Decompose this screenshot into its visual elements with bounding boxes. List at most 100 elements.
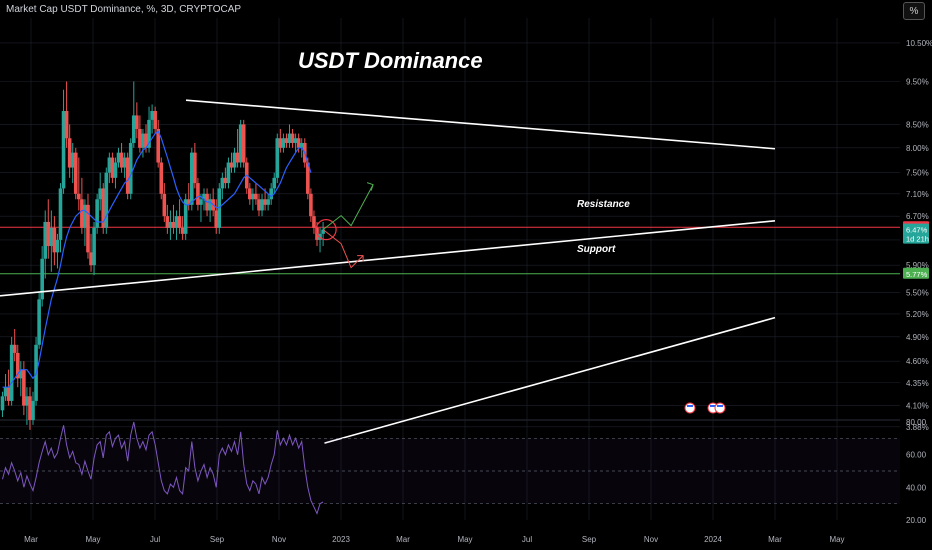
candle-body bbox=[101, 188, 106, 228]
candle-body bbox=[287, 133, 292, 143]
candle-body bbox=[113, 162, 118, 178]
candle-body bbox=[156, 128, 161, 163]
candle-body bbox=[196, 183, 200, 205]
candle-body bbox=[147, 119, 151, 148]
candle-body bbox=[321, 229, 325, 234]
candle-body bbox=[254, 193, 258, 200]
price-tick-label: 6.70% bbox=[906, 212, 929, 221]
price-tick-label: 9.50% bbox=[906, 77, 929, 86]
price-badge bbox=[903, 232, 929, 244]
candle-body bbox=[235, 152, 240, 163]
price-axis: 10.50%9.50%8.50%8.00%7.50%7.10%6.70%6.30… bbox=[903, 39, 932, 432]
candle-body bbox=[202, 193, 206, 200]
time-tick-label: Mar bbox=[24, 535, 38, 544]
time-tick-label: Mar bbox=[396, 535, 410, 544]
candle-body bbox=[189, 152, 194, 205]
candle-body bbox=[299, 142, 304, 148]
candle-body bbox=[86, 204, 90, 253]
candle-body bbox=[293, 138, 298, 143]
candle-body bbox=[95, 199, 99, 228]
candle-body bbox=[3, 387, 8, 397]
candle-body bbox=[257, 199, 261, 211]
price-tick-label: 4.10% bbox=[906, 402, 929, 411]
rsi-tick-label: 20.00 bbox=[906, 516, 927, 525]
bullish-arrowhead bbox=[366, 182, 374, 191]
rsi-tick-label: 80.00 bbox=[906, 418, 927, 427]
price-tick-label: 5.20% bbox=[906, 310, 929, 319]
time-tick-label: 2023 bbox=[332, 535, 350, 544]
candle-body bbox=[70, 152, 75, 168]
candle-body bbox=[46, 221, 51, 247]
rsi-line bbox=[2, 421, 324, 515]
chart-title: USDT Dominance bbox=[298, 48, 483, 73]
candle-body bbox=[12, 344, 17, 353]
price-tick-label: 4.90% bbox=[906, 333, 929, 342]
candle-body bbox=[296, 138, 301, 148]
highlight-circle bbox=[315, 219, 337, 241]
candle-body bbox=[144, 133, 148, 148]
candle-body bbox=[89, 252, 93, 266]
time-tick-label: May bbox=[85, 535, 100, 544]
candle-body bbox=[266, 199, 270, 205]
price-tick-label: 8.00% bbox=[906, 144, 929, 153]
support-label: Support bbox=[577, 244, 616, 255]
time-tick-label: Jul bbox=[150, 535, 160, 544]
candle-body bbox=[284, 138, 289, 143]
rsi-tick-label: 60.00 bbox=[906, 451, 927, 460]
candle-body bbox=[232, 152, 237, 168]
candle-body bbox=[263, 199, 267, 205]
moving-average-line bbox=[2, 130, 312, 388]
time-tick-label: Mar bbox=[768, 535, 782, 544]
candle-body bbox=[309, 193, 313, 217]
price-pane bbox=[0, 81, 900, 444]
candle-body bbox=[186, 199, 191, 205]
percent-scale-button[interactable]: % bbox=[903, 2, 925, 20]
candle-body bbox=[83, 204, 87, 228]
candle-body bbox=[135, 115, 139, 129]
icon-circle bbox=[714, 402, 726, 414]
candle-body bbox=[223, 177, 228, 184]
candle-body bbox=[229, 162, 234, 168]
candle-body bbox=[199, 199, 203, 205]
candle-body bbox=[125, 157, 130, 194]
candle-body bbox=[31, 400, 35, 420]
rsi-tick-label: 40.00 bbox=[906, 483, 927, 492]
candle-body bbox=[290, 133, 295, 143]
time-tick-label: Nov bbox=[644, 535, 658, 544]
candle-body bbox=[122, 157, 127, 168]
bullish-projection-arrow bbox=[322, 184, 374, 231]
candle-body bbox=[22, 369, 26, 406]
price-tick-label: 4.35% bbox=[906, 379, 929, 388]
candle-body bbox=[275, 138, 280, 178]
candle-body bbox=[281, 138, 286, 148]
price-tick-label: 8.50% bbox=[906, 120, 929, 129]
candle-body bbox=[58, 188, 63, 240]
candle-body bbox=[141, 133, 145, 148]
candle-body bbox=[177, 216, 182, 228]
candle-body bbox=[165, 216, 170, 228]
candle-body bbox=[183, 199, 188, 234]
trendline-3 bbox=[324, 316, 776, 444]
rsi-pane: 80.00 60.00 40.00 20.00 bbox=[0, 418, 927, 525]
candle-body bbox=[43, 221, 48, 259]
candle-body bbox=[241, 124, 246, 163]
candle-body bbox=[15, 352, 20, 379]
candle-body bbox=[306, 162, 310, 194]
candle-body bbox=[116, 152, 121, 163]
earnings-icon bbox=[684, 402, 696, 414]
time-tick-label: Sep bbox=[210, 535, 225, 544]
candle-body bbox=[9, 344, 14, 401]
candle-body bbox=[107, 157, 112, 173]
candle-body bbox=[138, 128, 142, 148]
rsi-band-fill bbox=[0, 438, 900, 504]
candle-body bbox=[0, 396, 5, 411]
candle-body bbox=[220, 177, 225, 189]
price-tick-label: 10.50% bbox=[906, 39, 932, 48]
candle-body bbox=[269, 188, 273, 200]
candle-body bbox=[67, 138, 72, 168]
time-tick-label: Jul bbox=[522, 535, 532, 544]
resistance-label: Resistance bbox=[577, 199, 630, 210]
candle-body bbox=[37, 299, 41, 345]
candle-body bbox=[119, 152, 124, 168]
